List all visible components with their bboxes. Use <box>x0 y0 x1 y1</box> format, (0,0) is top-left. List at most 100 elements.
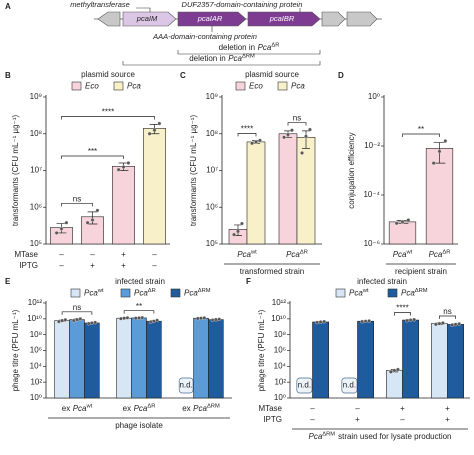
data-point <box>300 151 304 155</box>
data-point <box>152 128 157 133</box>
bar <box>116 317 132 399</box>
y-tick-label: 10⁹ <box>206 92 218 101</box>
x-tick-label: Pcawt <box>393 249 413 259</box>
panel-a: A pcaIM pcaIAR pcaIBR methyltransferase … <box>5 0 382 66</box>
legend-swatch <box>387 288 398 298</box>
nd-box <box>296 377 313 394</box>
label-superscript: ΔRM <box>415 288 428 294</box>
data-point <box>157 121 162 126</box>
data-point <box>147 131 152 136</box>
data-point <box>125 315 130 320</box>
label-suffix: strain used for lysate production <box>338 432 451 441</box>
data-point <box>433 322 438 327</box>
data-point <box>121 165 126 169</box>
panel-letter: E <box>5 277 11 286</box>
gene-label: pcaIBR <box>269 14 295 23</box>
label-superscript: ΔRM <box>207 403 220 409</box>
bar <box>278 133 298 245</box>
significance-label: ** <box>418 125 424 134</box>
data-point <box>93 320 98 325</box>
label-italic: Pca <box>193 404 207 413</box>
gene-arrow <box>97 11 121 27</box>
condition-value: – <box>310 415 315 424</box>
label-superscript: ΔRM <box>198 288 211 294</box>
y-tick-label: 10⁴ <box>30 361 43 370</box>
data-point <box>308 127 312 132</box>
legend-title: plasmid source <box>245 70 299 79</box>
legend-swatch <box>170 288 181 298</box>
gene-arrow <box>247 11 321 27</box>
y-tick-label: 10⁶ <box>206 202 218 211</box>
data-point <box>86 321 91 326</box>
label-prefix: ex <box>62 404 70 413</box>
label-superscript: ΔR <box>148 288 156 294</box>
legend-title: infected strain <box>357 277 407 286</box>
data-point <box>408 318 413 322</box>
label-italic: Pca <box>127 82 141 91</box>
x-tick-label: Pcawt <box>237 249 257 259</box>
label-prefix: ex <box>123 404 131 413</box>
label-superscript: ΔRM <box>322 431 335 437</box>
panel-letter: C <box>180 71 186 80</box>
legend-title: infected strain <box>115 277 165 286</box>
label-italic: Pca <box>134 289 148 298</box>
bar <box>208 319 224 399</box>
bar <box>69 319 85 399</box>
y-tick-label: 10⁵ <box>30 239 42 248</box>
data-point <box>431 161 436 165</box>
data-point <box>232 232 236 237</box>
data-point <box>95 208 100 213</box>
significance-bracket <box>61 311 93 315</box>
legend-swatch <box>335 288 346 298</box>
significance-bracket <box>61 155 124 159</box>
bar <box>388 221 417 245</box>
data-point <box>388 370 393 374</box>
bar <box>131 317 147 399</box>
data-point <box>304 134 308 139</box>
y-tick-label: 10⁻⁶ <box>364 239 380 248</box>
y-tick-label: 10² <box>274 377 286 386</box>
condition-value: + <box>121 250 126 259</box>
data-point <box>392 368 397 373</box>
data-point <box>140 315 145 320</box>
data-point <box>90 321 94 325</box>
nd-label: n.d. <box>298 381 311 390</box>
legend-label: Eco <box>85 82 99 91</box>
data-point <box>90 218 95 222</box>
data-point <box>217 317 222 322</box>
legend-swatch <box>120 288 131 298</box>
data-point <box>443 139 448 143</box>
bar <box>312 321 330 399</box>
data-point <box>202 316 207 320</box>
significance-label: ns <box>293 114 301 123</box>
label-italic: Pca <box>73 404 87 413</box>
data-point <box>122 316 126 321</box>
condition-value: – <box>59 250 64 259</box>
label-italic: Pca <box>401 289 415 298</box>
significance-label: ns <box>73 303 81 312</box>
label-superscript: ΔRM <box>242 53 255 59</box>
y-tick-label: 10⁷ <box>206 166 218 175</box>
data-point <box>56 319 61 324</box>
nd-label: n.d. <box>343 381 356 390</box>
data-point <box>210 318 215 322</box>
x-tick-label: PcaΔR <box>429 249 451 259</box>
label-italic: Pca <box>429 250 443 259</box>
deletion-label: deletion in PcaΔRM <box>189 53 255 63</box>
label-prefix: ex <box>182 404 190 413</box>
x-tick-label: PcaΔR <box>286 249 308 259</box>
y-axis-label: phage titre (PFU mL⁻¹) <box>257 309 266 391</box>
x-axis-label: recipient strain <box>395 267 447 276</box>
label-superscript: wt <box>250 249 257 255</box>
significance-label: **** <box>396 304 408 313</box>
y-tick-label: 10⁻⁴ <box>363 190 380 199</box>
y-tick-label: 10⁶ <box>30 346 42 355</box>
x-axis-label: phage isolate <box>115 421 163 430</box>
condition-value: – <box>310 404 315 413</box>
y-tick-label: 10⁸ <box>274 330 286 339</box>
data-point <box>214 317 218 322</box>
condition-name: MTase <box>258 404 282 413</box>
condition-value: – <box>59 261 64 270</box>
gene-arrow <box>321 11 346 27</box>
